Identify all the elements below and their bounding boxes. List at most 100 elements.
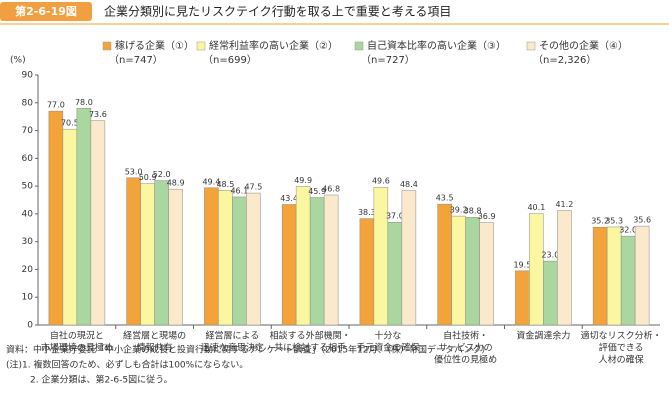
bar: [479, 222, 494, 326]
bar: [126, 177, 141, 326]
value-label: 49.9: [294, 176, 312, 185]
value-label: 32.0: [619, 226, 637, 235]
value-label: 48.5: [216, 180, 234, 189]
bar: [592, 226, 608, 326]
x-tick-label: 自社の現況と: [50, 330, 104, 342]
y-tick-label: 20: [22, 265, 34, 275]
x-tick-label: 優位性の見極め: [434, 354, 497, 366]
bar: [295, 186, 311, 326]
source-note: 資料：中小企業庁委託「中小企業の成長と投資行動に関するアンケート調査」（2015…: [6, 344, 490, 356]
chart-title: 企業分類別に見たリスクテイク行動を取る上で重要と考える項目: [104, 4, 451, 19]
value-label: 43.5: [436, 194, 454, 203]
legend-n: （n=747）: [109, 54, 163, 66]
legend-label: 経常利益率の高い企業（②）: [209, 39, 338, 52]
bar: [154, 180, 169, 326]
y-tick-label: 50: [22, 182, 34, 192]
bar: [529, 213, 544, 326]
bar: [451, 215, 466, 326]
x-tick-label: 自社技術・: [443, 330, 488, 342]
value-label: 46.1: [230, 186, 248, 195]
value-label: 35.3: [605, 216, 623, 225]
figure-label-box: [0, 2, 92, 21]
legend-swatch: [102, 41, 112, 51]
bar: [620, 235, 636, 326]
value-label: 40.1: [527, 203, 545, 212]
x-tick-label: 資金調達余力: [516, 330, 570, 342]
x-tick-label: 十分な: [374, 330, 401, 342]
value-label: 48.4: [400, 180, 418, 189]
x-tick-label: 手元資金の確保: [356, 342, 419, 354]
x-tick-label: 情報共有: [137, 342, 173, 354]
value-label: 41.2: [555, 200, 573, 209]
legend-swatch: [354, 41, 364, 51]
y-tick-label: 90: [22, 71, 34, 81]
bar: [218, 190, 233, 326]
legend-n: （n=699）: [203, 54, 257, 66]
value-label: 77.0: [47, 101, 65, 110]
bar: [309, 197, 325, 326]
bar: [606, 226, 622, 326]
value-label: 35.6: [633, 216, 651, 225]
note: (注)1. 複数回答のため、必ずしも合計は100%にならない。: [6, 359, 248, 371]
x-tick-label: 経営層と現場の: [123, 330, 186, 342]
value-label: 49.4: [202, 177, 220, 186]
bar: [634, 225, 650, 326]
value-label: 52.0: [153, 170, 171, 179]
bar: [168, 188, 183, 326]
y-tick-label: 40: [22, 209, 34, 219]
value-label: 19.5: [513, 260, 531, 269]
y-tick-label: 0: [27, 321, 33, 331]
value-label: 53.0: [125, 167, 143, 176]
x-tick-label: 共に検討する相手: [274, 342, 346, 354]
value-label: 73.6: [89, 110, 107, 119]
bar: [515, 270, 530, 326]
legend-label: 稼げる企業（①）: [115, 39, 194, 52]
x-tick-label: 相談する外部機関・: [270, 330, 351, 342]
x-tick-label: 迅速な意思決定: [201, 342, 264, 354]
bar: [543, 260, 558, 326]
y-tick-label: 10: [22, 293, 34, 303]
value-label: 45.9: [308, 187, 326, 196]
bar: [232, 196, 247, 326]
bar: [204, 187, 219, 326]
bar: [76, 108, 92, 326]
legend-n: （n=727）: [361, 54, 415, 66]
value-label: 38.8: [464, 207, 482, 216]
y-tick-label: 30: [22, 237, 34, 247]
bar: [373, 186, 389, 326]
note: 2. 企業分類は、第2-6-5図に従う。: [30, 374, 173, 386]
value-label: 35.2: [591, 217, 609, 226]
y-axis-label: (%): [10, 56, 26, 66]
bar: [281, 204, 297, 326]
x-tick-label: 人材の確保: [599, 354, 644, 366]
bar: [465, 216, 480, 326]
bar: [62, 128, 78, 326]
y-tick-label: 80: [22, 98, 34, 108]
y-tick-label: 60: [22, 154, 34, 164]
x-tick-label: 適切なリスク分析・: [581, 330, 662, 342]
value-label: 48.9: [167, 179, 185, 188]
y-tick-label: 70: [22, 126, 34, 136]
figure-label: 第2-6-19図: [15, 4, 77, 18]
x-tick-label: 市場環境の見極め: [41, 342, 113, 354]
bar: [557, 210, 572, 326]
value-label: 49.6: [372, 177, 390, 186]
bar: [140, 183, 155, 326]
x-tick-label: 評価できる: [599, 342, 644, 354]
legend-label: 自己資本比率の高い企業（③）: [367, 39, 506, 52]
value-label: 46.8: [322, 185, 340, 194]
x-tick-label: サービス力の: [439, 342, 493, 354]
bar: [246, 192, 261, 326]
legend-swatch: [196, 41, 206, 51]
bar: [90, 120, 106, 326]
value-label: 43.4: [280, 194, 298, 203]
bar: [401, 190, 417, 326]
value-label: 36.9: [478, 212, 496, 221]
value-label: 38.3: [358, 208, 376, 217]
legend-label: その他の企業（④）: [539, 39, 628, 52]
value-label: 39.2: [450, 206, 468, 215]
x-tick-label: 経営層による: [206, 330, 260, 342]
bar: [48, 110, 64, 326]
legend-swatch: [526, 41, 536, 51]
